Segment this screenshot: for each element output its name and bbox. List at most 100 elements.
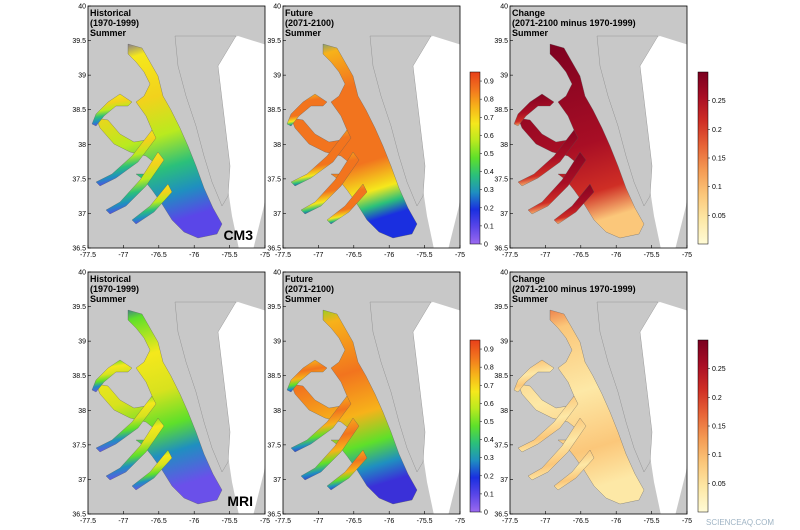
colorbar-tick-label: 0.8 bbox=[484, 97, 494, 104]
colorbar-tick-label: 0 bbox=[484, 510, 488, 517]
panel-title: Summer bbox=[90, 294, 127, 304]
y-tick-label: 39 bbox=[500, 339, 508, 346]
y-tick-label: 40 bbox=[273, 270, 281, 277]
colorbar-tick-label: 0.4 bbox=[484, 169, 494, 176]
model-label: MRI bbox=[227, 493, 253, 509]
panel-title: Summer bbox=[285, 28, 322, 38]
colorbar-tick-label: 0.25 bbox=[712, 98, 726, 105]
x-tick-label: -77.5 bbox=[275, 518, 291, 525]
y-tick-label: 36.5 bbox=[494, 512, 508, 519]
colorbar-tick-label: 0.7 bbox=[484, 115, 494, 122]
y-tick-label: 40 bbox=[500, 270, 508, 277]
map-frame bbox=[87, 5, 266, 249]
x-tick-label: -76 bbox=[611, 252, 621, 259]
colorbar: 0 0.1 0.2 0.3 0.4 0.5 0.6 0.7 0.8 0.9 bbox=[469, 71, 494, 249]
y-tick-label: 39.5 bbox=[494, 38, 508, 45]
colorbar-tick-label: 0.2 bbox=[712, 395, 722, 402]
y-tick-label: 38 bbox=[273, 408, 281, 415]
colorbar-tick-label: 0.9 bbox=[484, 79, 494, 86]
x-tick-label: -76.5 bbox=[346, 252, 362, 259]
x-tick-label: -75.5 bbox=[644, 518, 660, 525]
map-panel: Change(2071-2100 minus 1970-1999)Summer 4… bbox=[494, 4, 698, 259]
colorbar-tick-label: 0.15 bbox=[712, 156, 726, 163]
y-tick-label: 37.5 bbox=[494, 176, 508, 183]
y-tick-label: 38.5 bbox=[267, 373, 281, 380]
colorbar-tick-label: 0.5 bbox=[484, 419, 494, 426]
panel-title: (1970-1999) bbox=[90, 284, 139, 294]
panel-title: (2071-2100 minus 1970-1999) bbox=[512, 284, 636, 294]
y-tick-label: 38 bbox=[78, 142, 86, 149]
y-tick-label: 39.5 bbox=[267, 38, 281, 45]
x-tick-label: -76 bbox=[189, 252, 199, 259]
x-tick-label: -76.5 bbox=[151, 518, 167, 525]
panel-title: Summer bbox=[90, 28, 127, 38]
y-tick-label: 38 bbox=[500, 408, 508, 415]
x-tick-label: -76 bbox=[384, 518, 394, 525]
map-frame bbox=[87, 271, 266, 515]
panel-title: (1970-1999) bbox=[90, 18, 139, 28]
panel-title: Future bbox=[285, 8, 313, 18]
colorbar-fill bbox=[697, 71, 709, 245]
watermark: SCIENCEAQ.COM bbox=[706, 518, 774, 527]
panel-title: Future bbox=[285, 274, 313, 284]
x-tick-label: -76.5 bbox=[573, 252, 589, 259]
x-tick-label: -75.5 bbox=[417, 252, 433, 259]
y-tick-label: 36.5 bbox=[267, 246, 281, 253]
panel-title: Historical bbox=[90, 274, 131, 284]
colorbar-tick-label: 0.05 bbox=[712, 213, 726, 220]
colorbar: 0 0.1 0.2 0.3 0.4 0.5 0.6 0.7 0.8 0.9 bbox=[469, 339, 494, 517]
x-tick-label: -77.5 bbox=[275, 252, 291, 259]
y-tick-label: 38.5 bbox=[267, 107, 281, 114]
y-tick-label: 39 bbox=[273, 73, 281, 80]
x-tick-label: -77 bbox=[118, 252, 128, 259]
y-tick-label: 36.5 bbox=[72, 512, 86, 519]
map-frame bbox=[509, 271, 688, 515]
model-label: CM3 bbox=[223, 227, 253, 243]
x-tick-label: -76.5 bbox=[151, 252, 167, 259]
colorbar-tick-label: 0.25 bbox=[712, 366, 726, 373]
y-tick-label: 36.5 bbox=[494, 246, 508, 253]
map-panel: Historical(1970-1999)Summer 40 39.5 39 38.5 3… bbox=[72, 4, 276, 259]
y-tick-label: 37.5 bbox=[72, 442, 86, 449]
y-tick-label: 38 bbox=[78, 408, 86, 415]
y-tick-label: 37.5 bbox=[72, 176, 86, 183]
colorbar-tick-label: 0.2 bbox=[712, 127, 722, 134]
x-tick-label: -75 bbox=[455, 518, 465, 525]
y-tick-label: 37 bbox=[500, 477, 508, 484]
y-tick-label: 37.5 bbox=[494, 442, 508, 449]
x-tick-label: -76 bbox=[189, 518, 199, 525]
x-tick-label: -76 bbox=[611, 518, 621, 525]
y-tick-label: 40 bbox=[78, 4, 86, 11]
x-tick-label: -77 bbox=[118, 518, 128, 525]
y-tick-label: 38 bbox=[273, 142, 281, 149]
panel-title: Change bbox=[512, 274, 545, 284]
panel-title: (2071-2100 minus 1970-1999) bbox=[512, 18, 636, 28]
x-tick-label: -75.5 bbox=[417, 518, 433, 525]
x-tick-label: -77 bbox=[540, 518, 550, 525]
panel-title: Summer bbox=[512, 294, 549, 304]
y-tick-label: 38.5 bbox=[72, 107, 86, 114]
x-tick-label: -76.5 bbox=[346, 518, 362, 525]
colorbar-tick-label: 0.8 bbox=[484, 365, 494, 372]
y-tick-label: 39 bbox=[78, 339, 86, 346]
y-tick-label: 37 bbox=[78, 211, 86, 218]
map-panel: Future(2071-2100)Summer 40 39.5 39 38.5 38 37.… bbox=[267, 4, 471, 259]
x-tick-label: -75 bbox=[260, 252, 270, 259]
colorbar-tick-label: 0.2 bbox=[484, 205, 494, 212]
y-tick-label: 37 bbox=[78, 477, 86, 484]
map-frame bbox=[282, 271, 461, 515]
colorbar-tick-label: 0.1 bbox=[484, 223, 494, 230]
y-tick-label: 40 bbox=[78, 270, 86, 277]
panel-title: (2071-2100) bbox=[285, 18, 334, 28]
x-tick-label: -77.5 bbox=[80, 518, 96, 525]
map-panel: Historical(1970-1999)Summer 40 39.5 39 38.5 3… bbox=[72, 270, 276, 525]
colorbar-tick-label: 0.1 bbox=[484, 491, 494, 498]
colorbar-fill bbox=[697, 339, 709, 513]
x-tick-label: -75 bbox=[682, 518, 692, 525]
panel-title: Summer bbox=[512, 28, 549, 38]
y-tick-label: 38.5 bbox=[494, 373, 508, 380]
x-tick-label: -76 bbox=[384, 252, 394, 259]
x-tick-label: -75.5 bbox=[222, 252, 238, 259]
y-tick-label: 40 bbox=[500, 4, 508, 11]
